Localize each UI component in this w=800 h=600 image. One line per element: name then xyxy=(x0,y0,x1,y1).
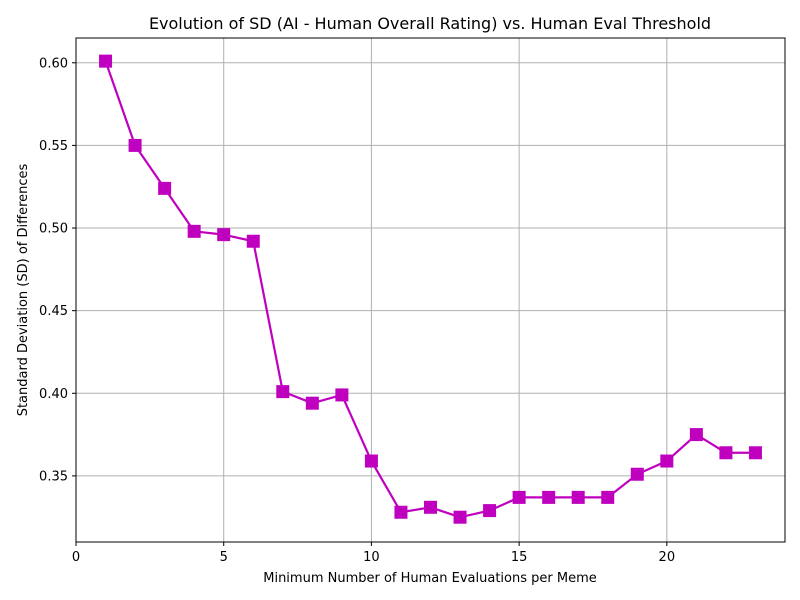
data-point xyxy=(364,454,378,468)
data-point xyxy=(453,510,467,524)
data-point xyxy=(660,454,674,468)
y-tick-label: 0.45 xyxy=(39,304,68,319)
plot-frame xyxy=(75,37,786,543)
y-tick-label: 0.50 xyxy=(39,222,68,237)
data-point xyxy=(276,385,290,399)
data-point xyxy=(512,490,526,504)
y-tick-label: 0.35 xyxy=(39,469,68,484)
x-tick-label: 10 xyxy=(363,550,380,565)
x-axis-title: Minimum Number of Human Evaluations per … xyxy=(263,571,597,586)
grid xyxy=(75,38,785,542)
data-point xyxy=(335,388,349,402)
data-point xyxy=(748,446,762,460)
data-point xyxy=(305,396,319,410)
data-point xyxy=(99,54,113,68)
y-tick-label: 0.60 xyxy=(39,56,68,71)
data-point xyxy=(246,234,260,248)
series-layer xyxy=(99,54,762,524)
data-point xyxy=(187,224,201,238)
data-point xyxy=(719,446,733,460)
data-point xyxy=(630,467,644,481)
x-tick-label: 20 xyxy=(659,550,676,565)
chart-title: Evolution of SD (AI - Human Overall Rati… xyxy=(149,14,711,33)
data-point xyxy=(217,228,231,242)
x-tick-label: 0 xyxy=(72,550,80,565)
data-point xyxy=(128,138,142,152)
data-point xyxy=(601,490,615,504)
x-tick-label: 5 xyxy=(220,550,228,565)
y-axis-title: Standard Deviation (SD) of Differences xyxy=(16,163,31,416)
data-point xyxy=(483,504,497,518)
data-point xyxy=(158,181,172,195)
x-tick-label: 15 xyxy=(511,550,528,565)
data-point xyxy=(424,500,437,514)
data-point xyxy=(571,490,585,504)
y-tick-label: 0.40 xyxy=(39,387,68,402)
data-point xyxy=(394,505,408,519)
data-point xyxy=(542,490,556,504)
y-tick-label: 0.55 xyxy=(39,139,68,154)
series-line xyxy=(104,60,756,519)
data-point xyxy=(689,428,703,442)
ticks: 0 5 10 15 20 0.35 0.40 0.45 0.50 0.55 0.60 xyxy=(39,56,675,565)
